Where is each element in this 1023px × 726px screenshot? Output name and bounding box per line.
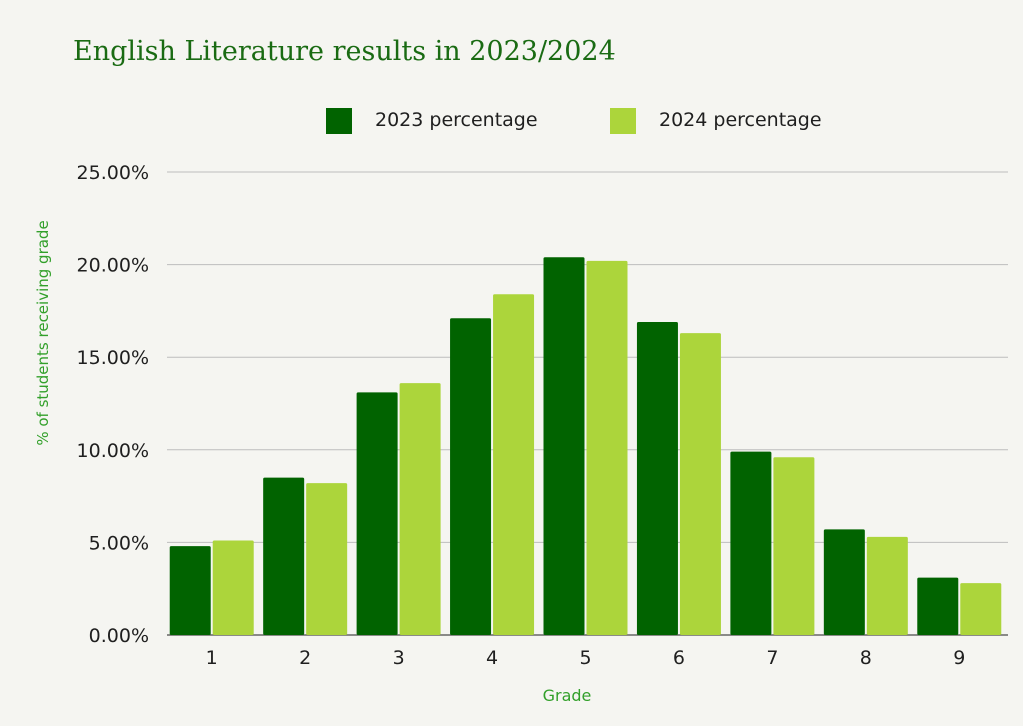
bar-2024-grade-1 [212,540,254,635]
bar-2024-grade-3 [399,383,441,635]
x-tick-label: 2 [299,647,311,669]
x-axis-title: Grade [543,686,592,705]
bar-2024-grade-8 [866,536,908,635]
bar-2023-grade-8 [823,529,865,635]
x-tick-label: 1 [206,647,218,669]
chart-legend: 2023 percentage 2024 percentage [0,106,1023,136]
bar-2023-grade-2 [263,477,305,635]
bar-2024-grade-4 [493,294,535,635]
x-tick-label: 5 [579,647,591,669]
legend-label-2024: 2024 percentage [659,109,822,131]
x-tick-label: 3 [393,647,405,669]
bar-2024-grade-7 [773,457,815,635]
bar-2023-grade-3 [356,392,398,635]
x-tick-label: 9 [953,647,965,669]
bar-2023-grade-1 [169,546,211,635]
y-tick-label: 20.00% [77,255,149,277]
bar-2023-grade-7 [730,451,772,635]
x-tick-label: 6 [673,647,685,669]
y-tick-label: 15.00% [77,347,149,369]
y-tick-label: 25.00% [77,162,149,184]
legend-swatch-2024 [610,108,636,134]
bar-2024-grade-2 [306,483,348,635]
x-tick-label: 4 [486,647,498,669]
bar-2023-grade-6 [636,322,678,635]
y-tick-label: 10.00% [77,440,149,462]
bar-2023-grade-5 [543,257,585,635]
chart-title: English Literature results in 2023/2024 [73,36,616,67]
x-tick-label: 8 [860,647,872,669]
bar-2024-grade-9 [960,583,1002,635]
bar-2023-grade-4 [450,318,492,635]
x-tick-label: 7 [766,647,778,669]
bar-2024-grade-5 [586,260,628,635]
y-tick-label: 5.00% [89,532,149,554]
bar-2024-grade-6 [679,333,721,635]
bar-2023-grade-9 [917,577,959,635]
legend-swatch-2023 [326,108,352,134]
y-tick-label: 0.00% [89,625,149,647]
legend-label-2023: 2023 percentage [375,109,538,131]
y-axis-title: % of students receiving grade [34,220,52,445]
